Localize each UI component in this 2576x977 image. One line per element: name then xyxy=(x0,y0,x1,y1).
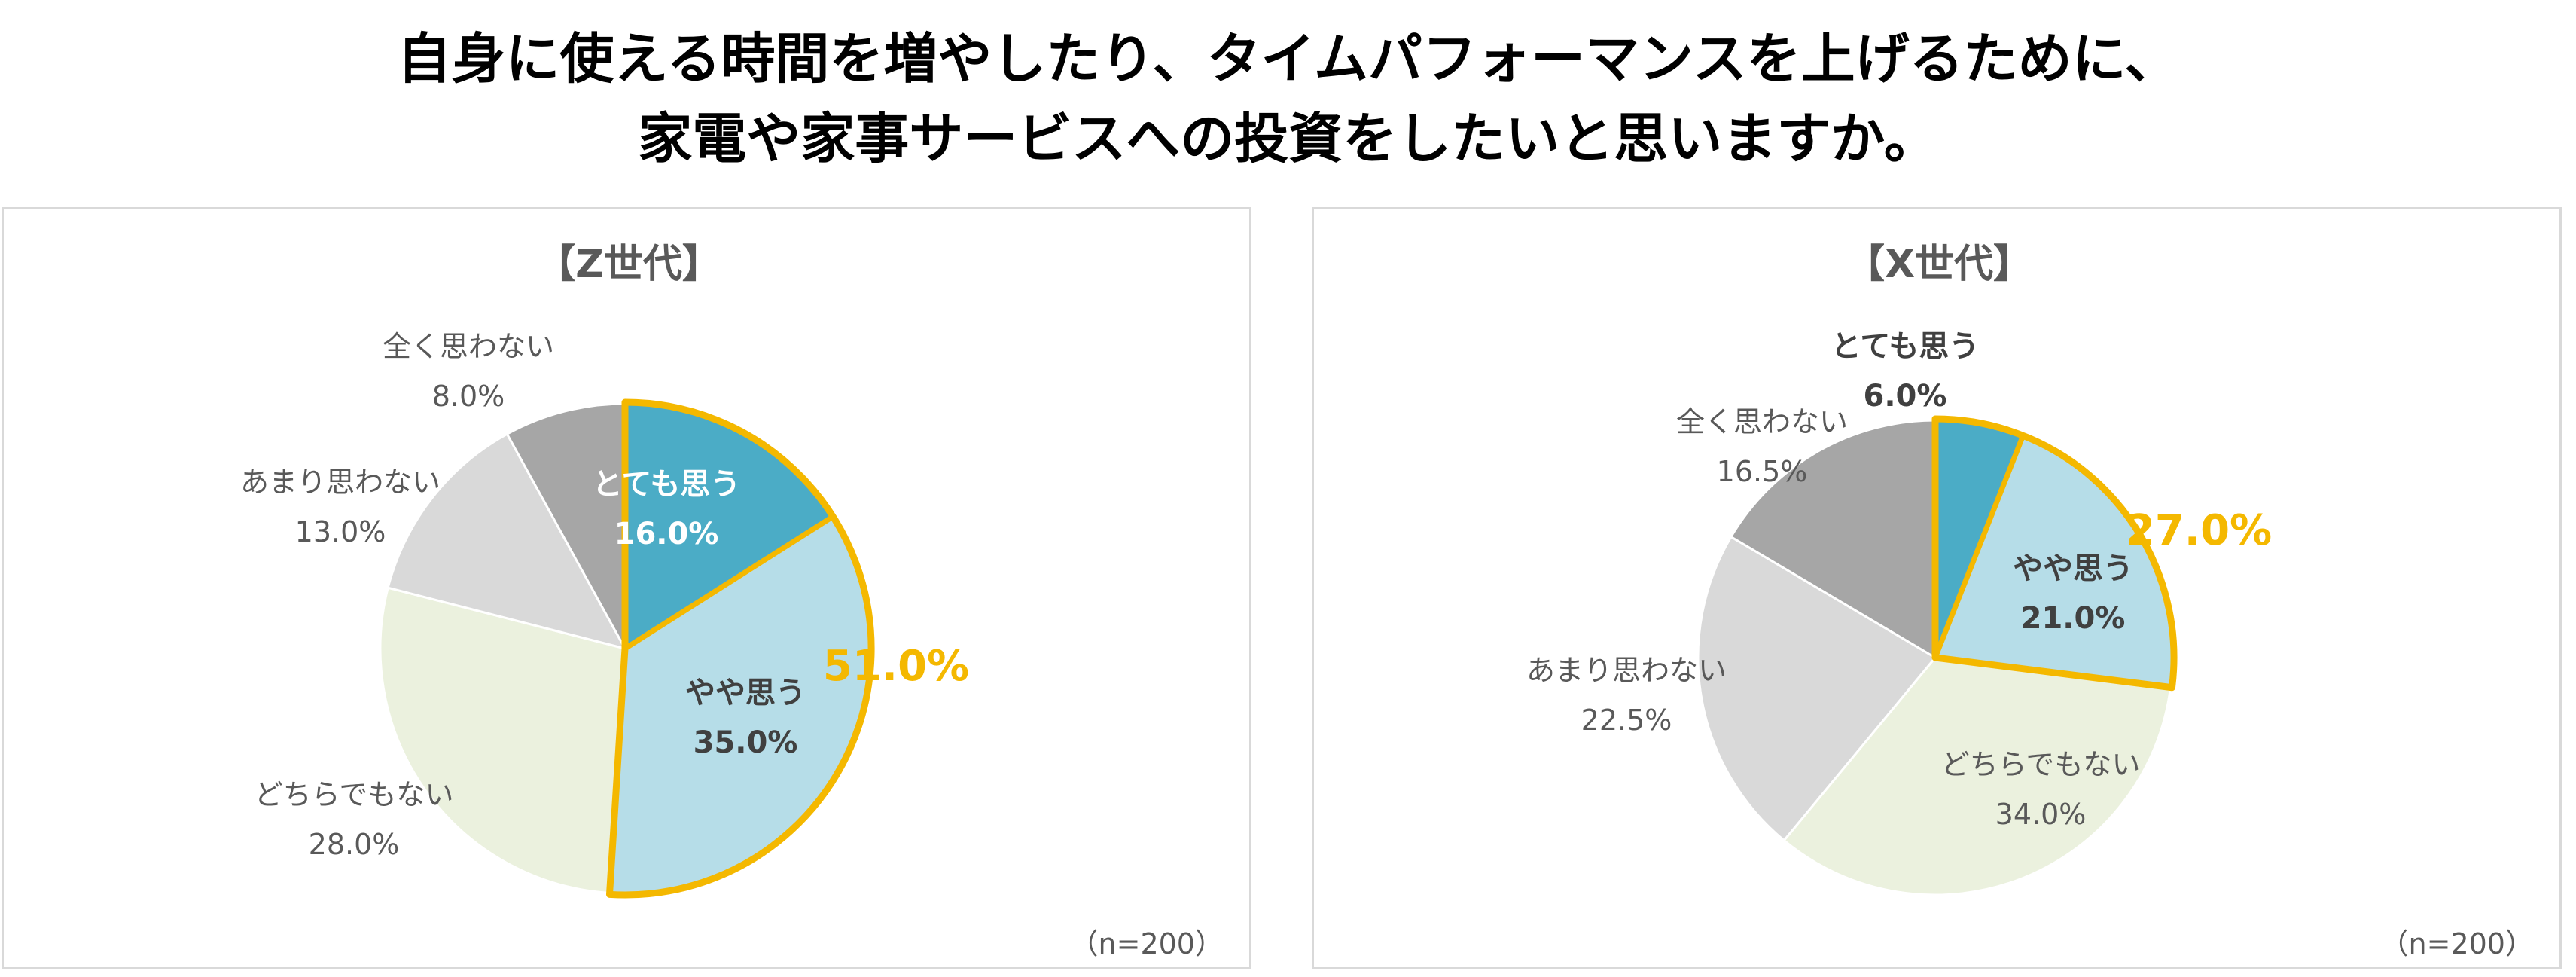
slice-label-not-at-all: 全く思わない xyxy=(1676,405,1848,438)
slice-value-not-much: 22.5% xyxy=(1581,704,1672,737)
slice-value-very: 16.0% xyxy=(614,517,719,551)
pie-slice-neither xyxy=(1782,656,2172,896)
slice-label-somewhat: やや思う xyxy=(685,676,806,710)
combined-percentage-label: 27.0% xyxy=(2126,506,2272,555)
headline-line-1: 自身に使える時間を増やしたり、タイムパフォーマンスを上げるために、 xyxy=(397,27,2179,90)
pie-slice-not-much xyxy=(1697,535,1937,842)
slice-value-not-much: 13.0% xyxy=(295,515,386,548)
chart-title: 【Z世代】 xyxy=(536,242,721,287)
pie-slice-not-at-all xyxy=(505,402,626,649)
pie-slice-neither xyxy=(379,586,626,894)
headline-line-2: 家電や家事サービスへの投資をしたいと思いますか。 xyxy=(638,107,1938,170)
chart-panel-x-generation: 【X世代】とても思う 6.0% やや思う 21.0% どちらでもない 34.0% あまり思わ… xyxy=(1312,207,2562,969)
slice-value-somewhat: 21.0% xyxy=(2021,601,2126,636)
pie-chart-x-generation: 【X世代】とても思う 6.0% やや思う 21.0% どちらでもない 34.0% あまり思わ… xyxy=(1526,242,2534,960)
slice-value-neither: 34.0% xyxy=(1995,798,2087,831)
chart-title: 【X世代】 xyxy=(1846,242,2032,287)
slice-label-not-much: あまり思わない xyxy=(240,466,441,499)
highlight-divider xyxy=(623,514,834,651)
slice-value-not-at-all: 8.0% xyxy=(432,380,505,413)
slice-value-neither: 28.0% xyxy=(309,828,400,861)
pie-slice-not-much xyxy=(386,432,627,651)
slice-value-very: 6.0% xyxy=(1864,379,1947,414)
pie-chart-z-generation: 【Z世代】とても思う 16.0% やや思う 35.0% どちらでもない 28.0% あまり思… xyxy=(240,242,1224,960)
sample-size-note: （n=200） xyxy=(2380,927,2534,960)
slice-value-not-at-all: 16.5% xyxy=(1717,455,1808,488)
highlight-divider xyxy=(1932,435,2026,659)
slice-label-neither: どちらでもない xyxy=(255,778,454,811)
slice-label-very: とても思う xyxy=(593,467,741,502)
slice-label-very: とても思う xyxy=(1831,329,1980,364)
highlight-outline xyxy=(605,398,875,899)
chart-panel-z-generation: 【Z世代】とても思う 16.0% やや思う 35.0% どちらでもない 28.0% あまり思… xyxy=(2,207,1251,969)
sample-size-note: （n=200） xyxy=(1070,927,1224,960)
slice-label-neither: どちらでもない xyxy=(1941,748,2141,781)
slice-label-not-at-all: 全く思わない xyxy=(383,330,554,363)
slice-label-not-much: あまり思わない xyxy=(1526,654,1727,687)
highlight-outline xyxy=(1931,415,2178,692)
pie-slice-not-at-all xyxy=(1729,419,1937,660)
slice-value-somewhat: 35.0% xyxy=(694,725,798,760)
slice-label-somewhat: やや思う xyxy=(2013,551,2133,586)
combined-percentage-label: 51.0% xyxy=(823,642,969,691)
